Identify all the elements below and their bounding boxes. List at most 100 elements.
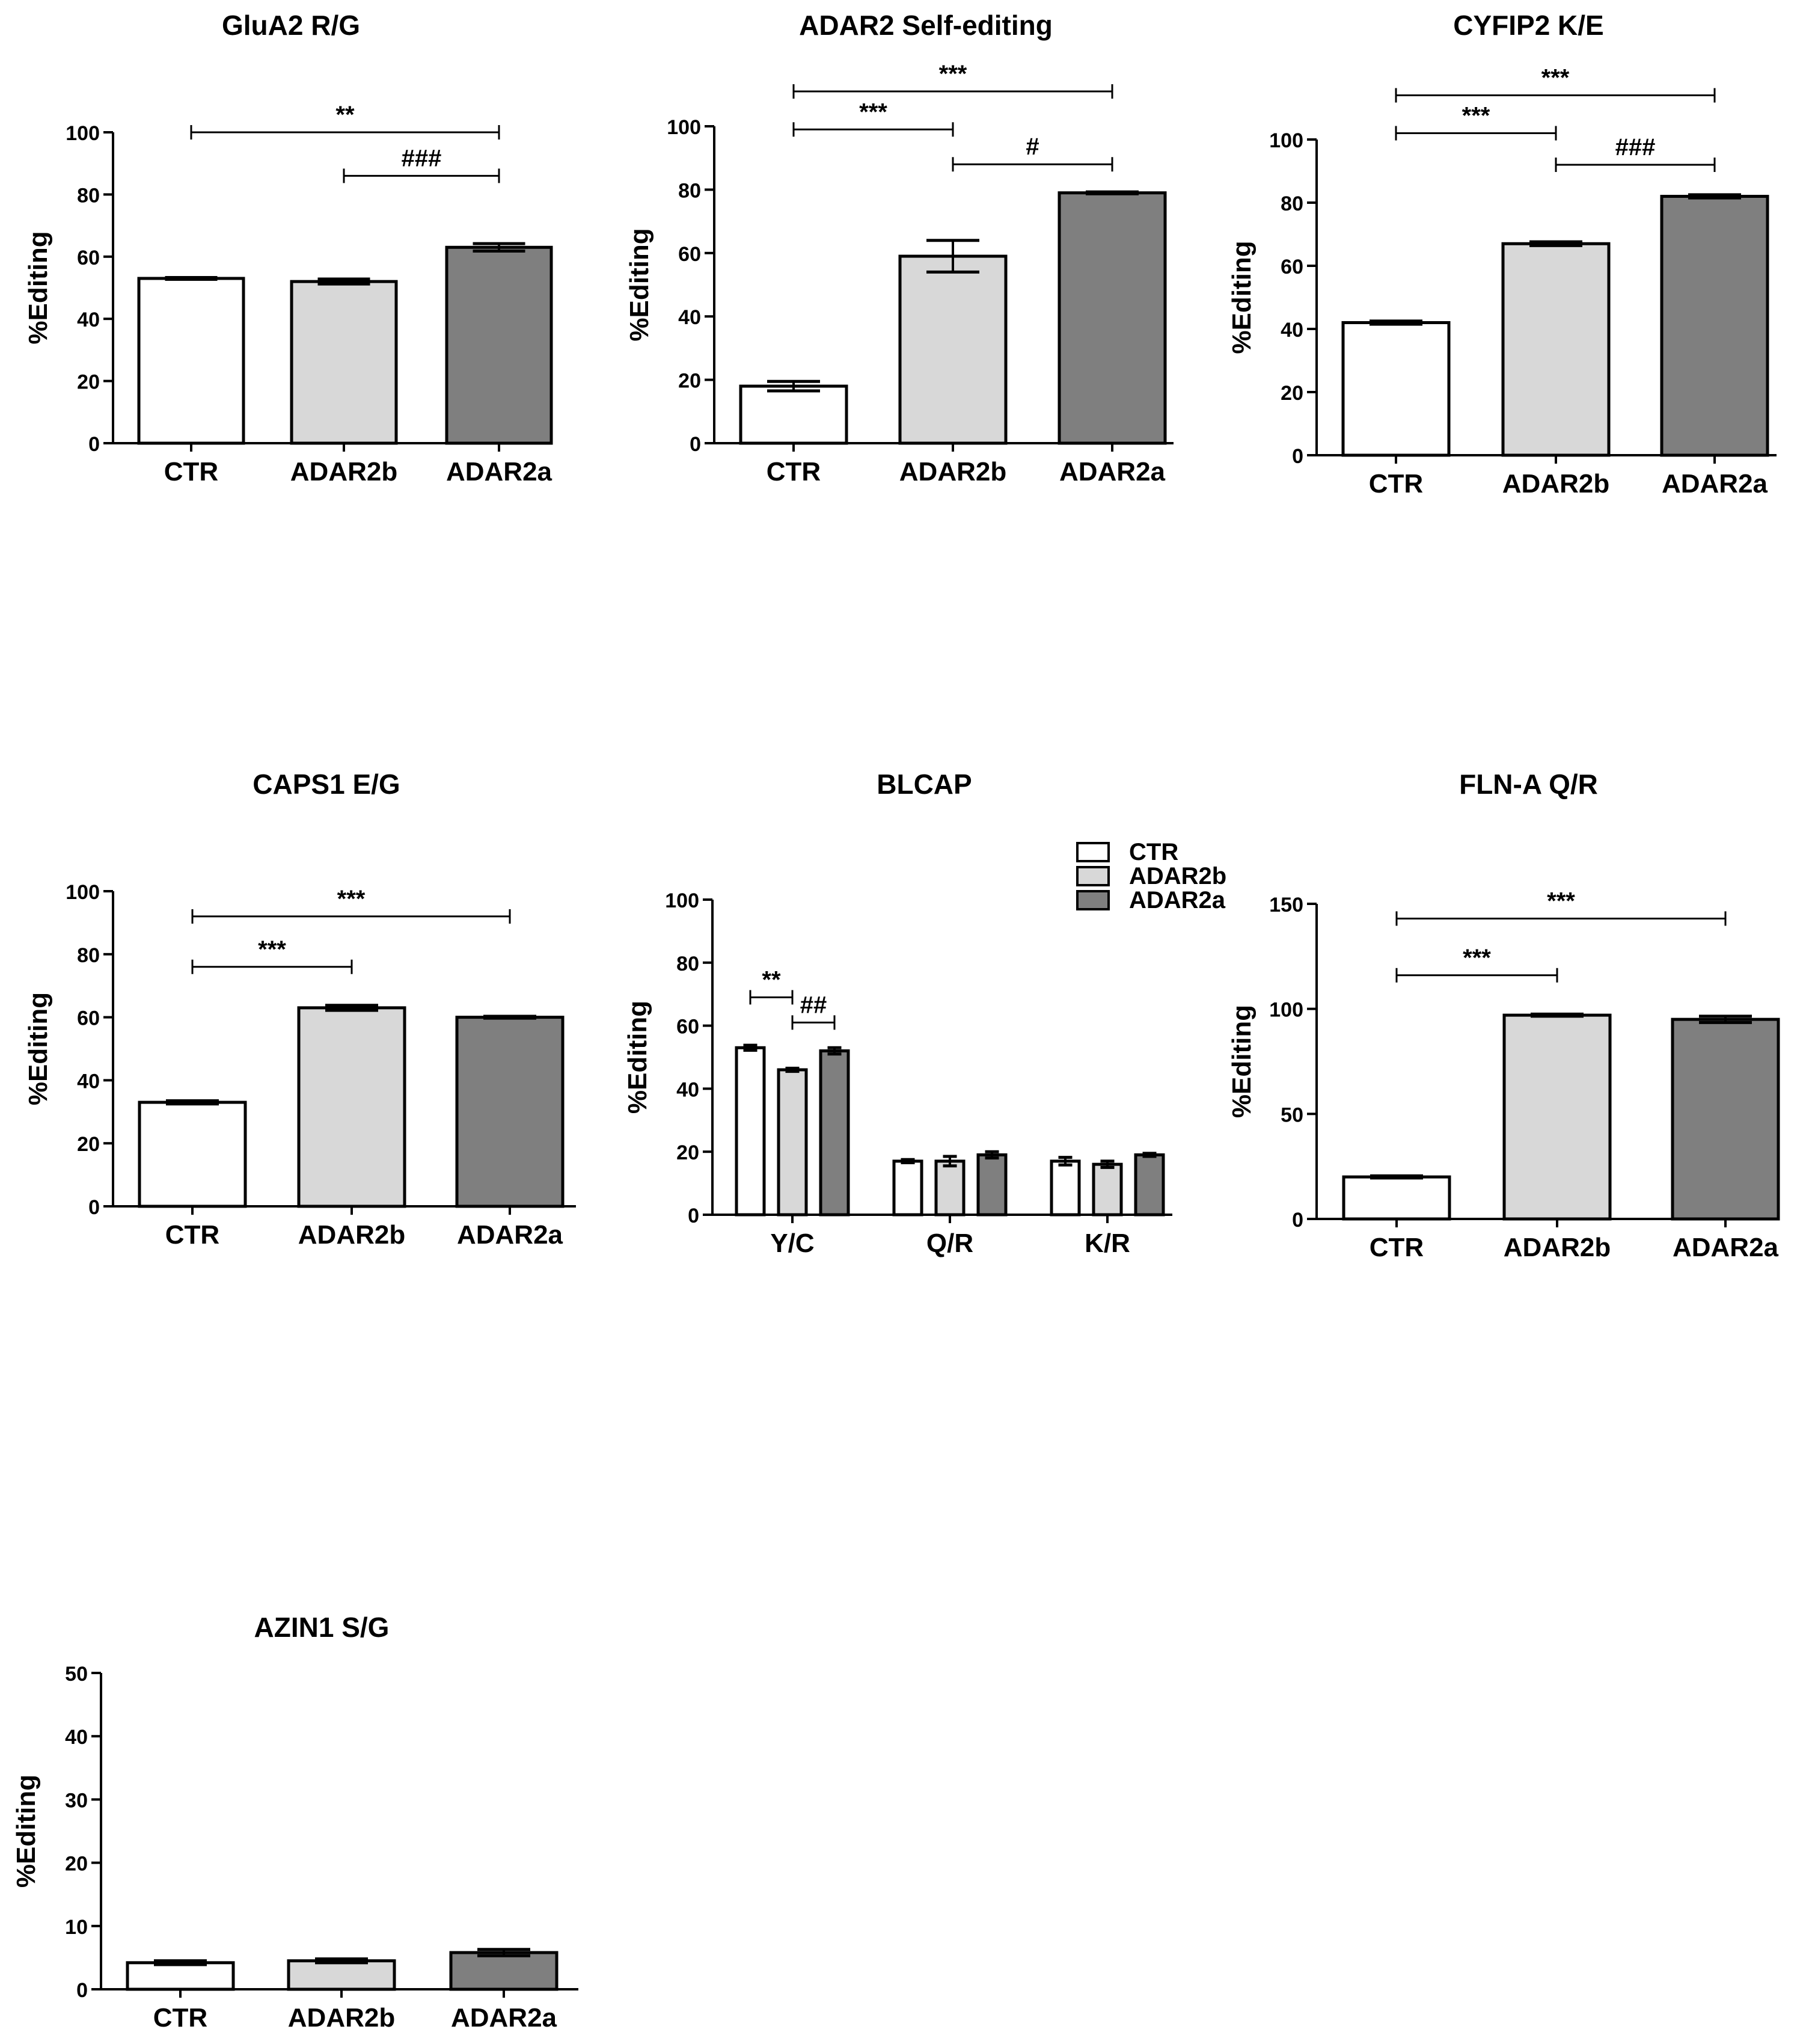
chart-title: CYFIP2 K/E xyxy=(1453,10,1604,41)
chart-title: ADAR2 Self-editing xyxy=(799,10,1053,41)
x-tick-label: ADAR2b xyxy=(290,457,397,486)
y-tick-label: 150 xyxy=(1269,894,1303,916)
chart-cyfip2: CYFIP2 K/E %Editing 0 20 40 60 80 100 CTR ADAR2b A… xyxy=(1227,10,1777,499)
y-tick-label: 10 xyxy=(65,1916,88,1939)
y-tick-label: 60 xyxy=(676,1016,699,1039)
y-axis-label: %Editing xyxy=(23,231,53,344)
legend-swatch xyxy=(1076,890,1110,910)
y-tick-label: 0 xyxy=(76,1979,88,2002)
significance-label: ** xyxy=(762,966,781,993)
significance-label: *** xyxy=(1547,888,1575,914)
x-tick-label: CTR xyxy=(767,457,821,486)
bar-ctr xyxy=(1341,321,1451,457)
y-tick-label: 80 xyxy=(77,944,100,967)
legend-swatch xyxy=(1076,842,1110,862)
bar-ctr xyxy=(1342,1175,1451,1221)
bar-ctr xyxy=(138,1100,247,1208)
y-tick-label: 30 xyxy=(65,1789,88,1812)
legend-label: CTR xyxy=(1129,839,1178,865)
x-tick-label: ADAR2a xyxy=(457,1220,563,1250)
y-tick-label: 80 xyxy=(676,953,699,975)
y-tick-label: 0 xyxy=(688,1205,699,1227)
bar-adar2b xyxy=(898,254,1008,445)
bar-adar2a xyxy=(819,1049,850,1217)
x-tick-label: CTR xyxy=(165,1220,219,1250)
bar-adar2b xyxy=(1502,1013,1612,1221)
y-tick-label: 60 xyxy=(1281,256,1303,278)
bar-adar2b xyxy=(290,280,398,445)
bar-adar2a xyxy=(1671,1017,1780,1221)
y-tick-label: 80 xyxy=(678,179,701,202)
bar-ctr xyxy=(735,1046,766,1217)
significance-label: *** xyxy=(1462,103,1490,129)
significance-label: *** xyxy=(859,99,887,125)
x-tick-label: CTR xyxy=(153,2003,207,2033)
x-tick-label: Y/C xyxy=(770,1229,814,1258)
y-tick-label: 60 xyxy=(77,247,100,269)
y-tick-label: 20 xyxy=(678,370,701,393)
y-axis-label: %Editing xyxy=(11,1775,41,1888)
y-tick-label: 20 xyxy=(77,371,100,394)
y-tick-label: 40 xyxy=(1281,319,1303,342)
bar-adar2b xyxy=(1501,242,1611,457)
x-tick-label: ADAR2b xyxy=(288,2003,395,2033)
y-axis-label: %Editing xyxy=(625,228,654,341)
y-axis-label: %Editing xyxy=(1227,241,1257,354)
y-tick-label: 100 xyxy=(1269,129,1303,152)
y-tick-label: 40 xyxy=(77,308,100,331)
bar-ctr xyxy=(137,277,245,445)
x-tick-label: K/R xyxy=(1085,1229,1130,1258)
x-tick-label: ADAR2b xyxy=(1502,469,1609,499)
legend-label: ADAR2a xyxy=(1129,887,1226,913)
x-tick-label: ADAR2b xyxy=(1504,1233,1611,1262)
significance-label: *** xyxy=(1541,65,1570,91)
x-tick-label: ADAR2a xyxy=(1059,457,1166,486)
bar-adar2b xyxy=(1092,1162,1123,1217)
chart-adar2: ADAR2 Self-editing %Editing 0 20 40 60 80 100 CT… xyxy=(625,10,1174,486)
y-tick-label: 40 xyxy=(77,1070,100,1093)
x-tick-label: Q/R xyxy=(926,1229,973,1258)
y-tick-label: 100 xyxy=(667,116,701,139)
y-tick-label: 50 xyxy=(1281,1103,1303,1126)
significance-label: *** xyxy=(337,886,366,912)
chart-glua2: GluA2 R/G %Editing 0 20 40 60 80 100 CTR ADAR2b AD… xyxy=(23,10,553,486)
y-tick-label: 0 xyxy=(1292,445,1303,468)
bar-adar2a xyxy=(1058,191,1167,445)
bar-ctr xyxy=(126,1961,235,1991)
y-tick-label: 20 xyxy=(1281,382,1303,405)
y-tick-label: 40 xyxy=(65,1726,88,1749)
bar-adar2b xyxy=(287,1959,396,1991)
chart-azin1: AZIN1 S/G %Editing 0 10 20 30 40 50 CTR ADAR2b ADA… xyxy=(11,1612,578,2033)
bar-ctr xyxy=(1050,1159,1081,1217)
y-tick-label: 0 xyxy=(690,433,701,456)
y-tick-label: 100 xyxy=(665,889,699,912)
legend-swatch xyxy=(1076,866,1110,886)
significance-label: ## xyxy=(800,992,827,1018)
bar-adar2b xyxy=(297,1006,406,1208)
x-tick-label: ADAR2a xyxy=(1673,1233,1779,1262)
x-tick-label: ADAR2a xyxy=(446,457,552,486)
y-axis-label: %Editing xyxy=(623,1001,652,1114)
chart-flna: FLN-A Q/R %Editing 0 50 100 150 CTR ADAR2b ADAR2… xyxy=(1227,769,1780,1262)
x-tick-label: CTR xyxy=(1369,469,1423,499)
significance-label: ** xyxy=(335,102,355,128)
x-tick-label: ADAR2b xyxy=(899,457,1006,486)
y-tick-label: 0 xyxy=(88,433,100,456)
x-tick-label: CTR xyxy=(1370,1233,1424,1262)
bar-ctr xyxy=(739,384,848,445)
y-tick-label: 80 xyxy=(77,184,100,207)
y-tick-label: 60 xyxy=(678,243,701,266)
y-tick-label: 80 xyxy=(1281,192,1303,215)
bar-adar2a xyxy=(455,1016,565,1208)
significance-label: ### xyxy=(1615,134,1656,161)
chart-title: BLCAP xyxy=(877,769,972,800)
y-axis-label: %Editing xyxy=(23,992,53,1105)
bar-adar2a xyxy=(449,1951,559,1991)
chart-title: CAPS1 E/G xyxy=(253,769,400,800)
significance-label: ### xyxy=(402,145,442,171)
significance-label: *** xyxy=(258,936,286,963)
significance-label: *** xyxy=(939,61,967,87)
y-tick-label: 0 xyxy=(1292,1209,1303,1232)
bar-adar2a xyxy=(976,1153,1008,1217)
